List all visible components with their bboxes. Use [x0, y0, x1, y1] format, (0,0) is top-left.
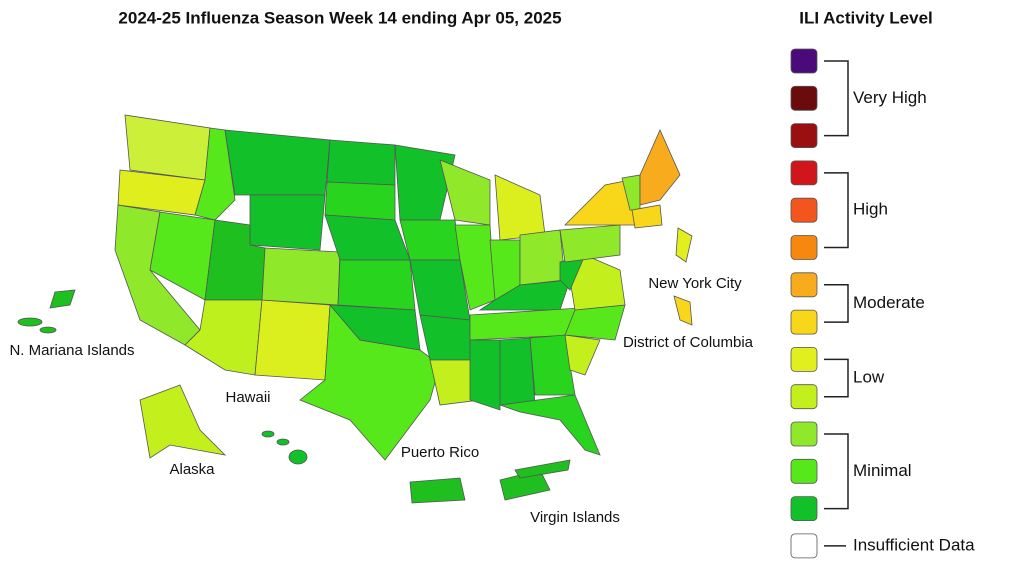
- map-label: Virgin Islands: [530, 509, 620, 526]
- state: [261, 247, 341, 306]
- states: [17, 114, 693, 504]
- legend-swatch: [790, 421, 818, 447]
- state: [559, 224, 621, 263]
- state: [499, 337, 536, 406]
- map-label: Alaska: [169, 461, 215, 478]
- state: [326, 139, 396, 186]
- legend-label: Minimal: [853, 461, 912, 480]
- state: [499, 394, 601, 456]
- legend-label: Moderate: [853, 293, 925, 312]
- state: [249, 194, 326, 251]
- map-label: Puerto Rico: [401, 444, 479, 461]
- state: [469, 339, 501, 411]
- state: [494, 174, 546, 241]
- state: [324, 214, 411, 261]
- legend-swatch: [790, 496, 818, 522]
- puerto-rico: [409, 477, 466, 504]
- state: [254, 299, 331, 381]
- state: [564, 334, 601, 376]
- state: [519, 229, 566, 286]
- state: [631, 204, 663, 229]
- legend-swatch: [790, 346, 818, 372]
- legend-bracket: [824, 433, 849, 510]
- legend-swatch: [790, 272, 818, 298]
- legend-swatch: [790, 309, 818, 335]
- nmi-island: [49, 289, 76, 309]
- state: [184, 299, 263, 376]
- nmi-island: [17, 317, 43, 327]
- legend-swatch: [790, 235, 818, 260]
- legend-swatch: [790, 384, 818, 410]
- map-label: District of Columbia: [623, 334, 754, 351]
- legend-bracket: [824, 60, 849, 137]
- nmi-island: [39, 326, 57, 334]
- virgin-islands: [514, 459, 571, 479]
- state: [439, 159, 491, 226]
- legend-label: High: [853, 200, 888, 219]
- state: [419, 314, 471, 361]
- legend-swatch: [790, 123, 818, 148]
- legend-swatch: [790, 533, 818, 559]
- state: [478, 279, 571, 311]
- legend-bracket: [824, 284, 849, 323]
- state: [399, 219, 461, 261]
- map-labels: N. Mariana Islands Hawaii Alaska Puerto …: [9, 275, 753, 526]
- map-label: N. Mariana Islands: [9, 342, 134, 359]
- map-label: New York City: [648, 275, 742, 292]
- state: [639, 129, 681, 206]
- legend-swatch: [790, 197, 818, 223]
- legend-bracket: [824, 172, 849, 249]
- state: [324, 181, 396, 221]
- legend-swatch: [790, 458, 818, 484]
- state: [329, 304, 421, 351]
- legend-swatch: [790, 85, 818, 111]
- state: [337, 259, 416, 311]
- legend-swatch: [790, 160, 818, 186]
- legend: Very High High Moderate Low Minimal Insuffici…: [790, 48, 975, 559]
- nyc: [673, 295, 693, 326]
- legend-title: ILI Activity Level: [799, 8, 933, 27]
- state: [409, 259, 471, 321]
- state: [124, 114, 211, 181]
- legend-label: Insufficient Data: [853, 535, 975, 554]
- hawaii-island: [261, 430, 275, 438]
- state: [454, 224, 496, 311]
- dc: [675, 227, 693, 263]
- legend-label: Low: [853, 368, 885, 387]
- map-title: 2024-25 Influenza Season Week 14 ending …: [118, 8, 561, 27]
- legend-bracket: [824, 358, 849, 398]
- alaska: [139, 384, 227, 459]
- hawaii-island: [276, 438, 290, 446]
- hawaii-island: [288, 449, 308, 465]
- state: [224, 129, 331, 196]
- legend-label: Very High: [853, 88, 927, 107]
- map-label: Hawaii: [225, 389, 270, 406]
- legend-swatch: [790, 48, 818, 74]
